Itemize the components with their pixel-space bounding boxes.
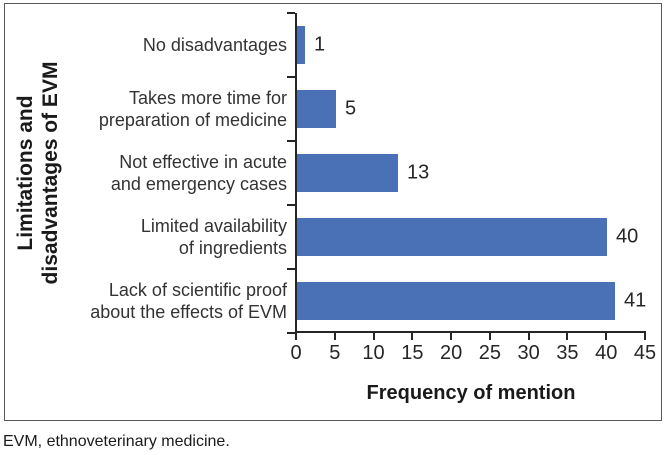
- category-label-line: Limited availability: [140, 216, 287, 236]
- category-label-line: Lack of scientific proof: [108, 280, 287, 300]
- category-label-line: preparation of medicine: [98, 110, 287, 130]
- chart-frame: [4, 3, 662, 421]
- y-axis-title: Limitations and disadvantages of EVM: [13, 62, 63, 285]
- x-axis-tick-label: 45: [633, 342, 657, 364]
- bar-value-label: 13: [407, 161, 430, 184]
- x-axis-tick: [450, 333, 453, 340]
- x-axis-tick-label: 35: [556, 342, 579, 364]
- category-label: Limited availability of ingredients: [141, 215, 287, 259]
- x-axis-tick: [527, 333, 530, 340]
- y-axis-tick: [287, 140, 295, 142]
- x-axis-tick: [333, 333, 336, 340]
- y-axis-tick: [287, 268, 295, 270]
- bar: [297, 26, 305, 64]
- x-axis-tick-label: 5: [329, 342, 341, 364]
- x-axis-line: [295, 331, 646, 333]
- category-label: Lack of scientific proof about the effect…: [90, 279, 287, 323]
- x-axis-tick-label: 0: [290, 342, 302, 364]
- category-label-line: Not effective in acute: [119, 152, 287, 172]
- bar: [297, 90, 336, 128]
- y-axis-tick: [287, 76, 295, 78]
- category-label-line: No disadvantages: [142, 35, 287, 55]
- y-axis-tick: [287, 332, 295, 334]
- bar-value-label: 1: [314, 33, 326, 56]
- x-axis-tick: [566, 333, 569, 340]
- category-label: No disadvantages: [143, 34, 287, 56]
- y-axis-tick: [287, 12, 295, 14]
- x-axis-tick: [488, 333, 491, 340]
- bar: [297, 282, 615, 320]
- bar-value-label: 41: [624, 289, 647, 312]
- x-axis-title: Frequency of mention: [366, 382, 576, 404]
- category-label: Takes more time for preparation of medici…: [99, 87, 287, 131]
- x-axis-tick-label: 10: [362, 342, 385, 364]
- y-axis-line: [295, 13, 297, 333]
- y-axis-tick: [287, 204, 295, 206]
- category-label-line: of ingredients: [178, 238, 287, 258]
- bar: [297, 218, 607, 256]
- x-axis-tick-label: 30: [517, 342, 540, 364]
- y-axis-title-line-2: disadvantages of EVM: [39, 61, 62, 285]
- x-axis-tick-label: 40: [595, 342, 618, 364]
- x-axis-tick: [644, 333, 646, 340]
- x-axis-tick-label: 15: [401, 342, 424, 364]
- x-axis-tick: [605, 333, 608, 340]
- bar-value-label: 40: [616, 225, 639, 248]
- bar-value-label: 5: [345, 97, 357, 120]
- category-label-line: Takes more time for: [128, 88, 287, 108]
- x-axis-tick-label: 25: [478, 342, 501, 364]
- category-label-line: about the effects of EVM: [90, 302, 287, 322]
- y-axis-title-line-1: Limitations and: [14, 95, 37, 251]
- x-axis-tick-label: 20: [439, 342, 463, 364]
- bar: [297, 154, 398, 192]
- x-axis-tick: [411, 333, 414, 340]
- category-label: Not effective in acute and emergency case…: [111, 151, 287, 195]
- figure-footnote: EVM, ethnoveterinary medicine.: [3, 433, 230, 450]
- category-label-line: and emergency cases: [110, 174, 287, 194]
- x-axis-tick: [295, 333, 297, 340]
- x-axis-tick: [372, 333, 375, 340]
